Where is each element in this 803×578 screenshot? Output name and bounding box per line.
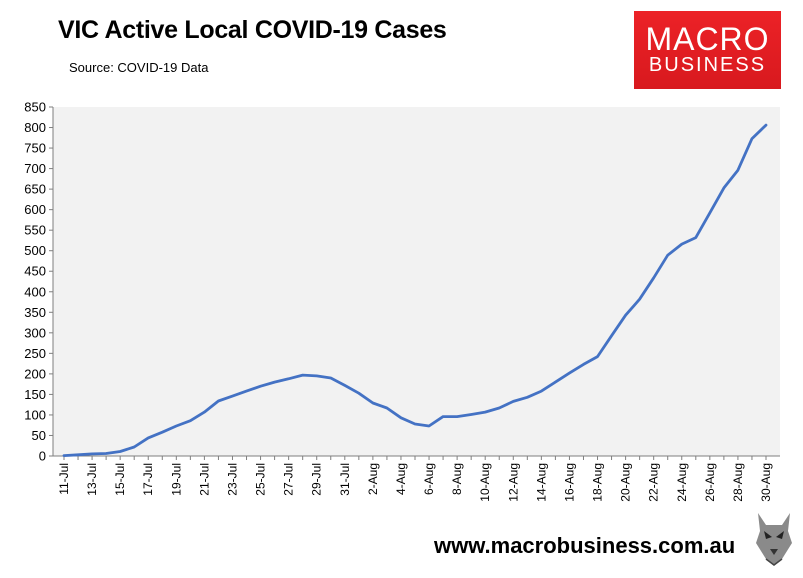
x-tick-label: 14-Aug	[534, 463, 548, 502]
y-tick-label: 850	[24, 100, 46, 115]
x-tick-label: 26-Aug	[703, 463, 717, 502]
y-tick-label: 600	[24, 202, 46, 217]
x-tick-label: 13-Jul	[85, 463, 99, 496]
logo-line-2: BUSINESS	[648, 54, 767, 76]
y-tick-label: 0	[39, 449, 46, 464]
x-tick-label: 27-Jul	[282, 463, 296, 496]
x-tick-label: 8-Aug	[450, 463, 464, 495]
chart-title: VIC Active Local COVID-19 Cases	[58, 16, 447, 44]
series-layer	[62, 123, 768, 458]
x-tick-label: 15-Jul	[113, 463, 127, 496]
y-tick-label: 350	[24, 305, 46, 320]
x-tick-label: 21-Jul	[197, 463, 211, 496]
plot-area	[53, 107, 780, 456]
x-tick-label: 6-Aug	[422, 463, 436, 495]
wolf-icon	[752, 509, 796, 567]
y-tick-label: 750	[24, 141, 46, 156]
x-tick-label: 11-Jul	[57, 463, 71, 495]
series-line	[62, 123, 768, 458]
y-tick-label: 200	[24, 366, 46, 381]
footer-url: www.macrobusiness.com.au	[434, 533, 736, 558]
x-tick-label: 25-Jul	[254, 463, 268, 496]
y-tick-label: 450	[24, 264, 46, 279]
y-tick-label: 800	[24, 120, 46, 135]
y-tick-label: 550	[24, 223, 46, 238]
logo-line-1: MACRO	[645, 21, 770, 57]
x-tick-label: 29-Jul	[310, 463, 324, 496]
macrobusiness-logo: MACRO BUSINESS	[634, 11, 781, 89]
y-tick-label: 500	[24, 243, 46, 258]
x-tick-label: 17-Jul	[141, 463, 155, 496]
x-tick-label: 18-Aug	[591, 463, 605, 502]
x-axis: 11-Jul 13-Jul 15-Jul 17-Jul 19-Jul 21-Jul 23-J…	[53, 455, 780, 502]
x-tick-label: 4-Aug	[394, 463, 408, 495]
x-tick-label: 10-Aug	[478, 463, 492, 502]
y-tick-label: 50	[32, 428, 46, 443]
x-tick-label: 31-Jul	[338, 463, 352, 496]
x-tick-label: 22-Aug	[647, 463, 661, 502]
x-tick-label: 16-Aug	[562, 463, 576, 502]
y-tick-label: 700	[24, 161, 46, 176]
y-tick-label: 400	[24, 284, 46, 299]
x-tick-label: 24-Aug	[675, 463, 689, 502]
x-tick-label: 30-Aug	[759, 463, 773, 502]
x-tick-label: 12-Aug	[506, 463, 520, 502]
y-tick-label: 150	[24, 387, 46, 402]
chart-source: Source: COVID-19 Data	[69, 60, 209, 75]
y-tick-label: 650	[24, 182, 46, 197]
y-axis: 0 50 100 150 200 250 300 350 400 450 500 550 600 650 7…	[24, 100, 54, 464]
y-tick-label: 300	[24, 325, 46, 340]
x-tick-label: 19-Jul	[169, 463, 183, 496]
y-tick-label: 100	[24, 407, 46, 422]
x-tick-label: 2-Aug	[366, 463, 380, 495]
x-tick-label: 23-Jul	[225, 463, 239, 496]
x-tick-label: 20-Aug	[619, 463, 633, 502]
y-tick-label: 250	[24, 346, 46, 361]
x-tick-label: 28-Aug	[731, 463, 745, 502]
